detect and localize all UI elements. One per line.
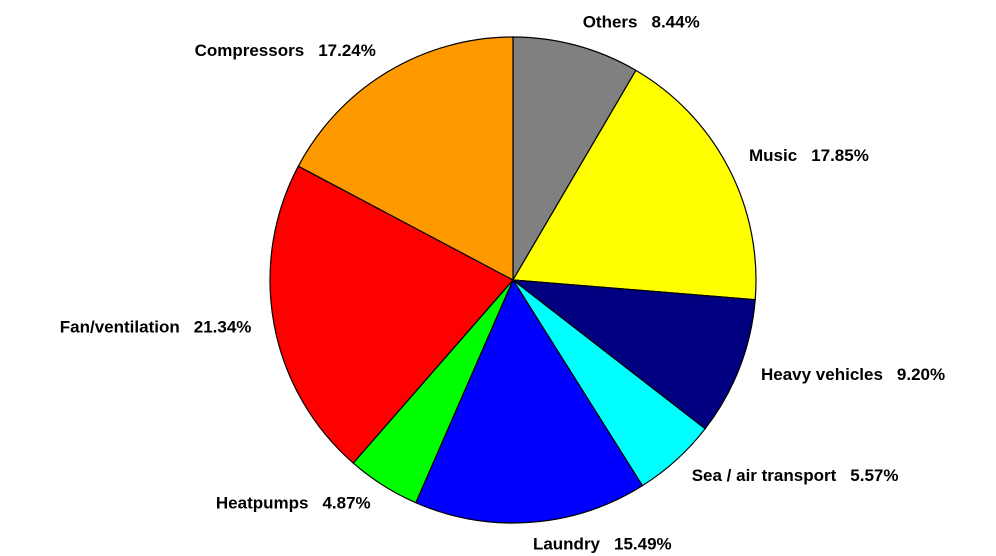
slice-label: Sea / air transport 5.57% — [692, 467, 899, 486]
slice-name: Sea / air transport — [692, 467, 837, 486]
slice-label: Heatpumps 4.87% — [216, 494, 371, 513]
slice-label: Fan/ventilation 21.34% — [60, 318, 252, 337]
slice-label: Laundry 15.49% — [533, 535, 672, 554]
pie-slice — [511, 69, 757, 301]
slice-value: 8.44% — [652, 13, 700, 32]
slice-label: Heavy vehicles 9.20% — [761, 366, 945, 385]
slice-value: 9.20% — [897, 366, 945, 385]
slice-value: 5.57% — [850, 467, 898, 486]
slice-value: 4.87% — [322, 494, 370, 513]
slice-label: Music 17.85% — [749, 147, 869, 166]
slice-name: Others — [583, 13, 638, 32]
slice-value: 17.24% — [318, 42, 376, 61]
slice-label: Compressors 17.24% — [195, 42, 376, 61]
slice-name: Music — [749, 147, 797, 166]
slice-value: 21.34% — [194, 318, 252, 337]
pie-slice — [512, 36, 637, 283]
slice-name: Compressors — [195, 42, 305, 61]
slice-name: Laundry — [533, 535, 601, 554]
pie-slice — [297, 36, 514, 281]
slice-value: 15.49% — [614, 535, 672, 554]
slice-value: 17.85% — [811, 147, 869, 166]
pie-slice — [415, 278, 644, 524]
slice-label: Others 8.44% — [583, 13, 700, 32]
slice-name: Heatpumps — [216, 494, 309, 513]
pie-slice — [511, 279, 756, 430]
slice-name: Heavy vehicles — [761, 366, 883, 385]
slice-name: Fan/ventilation — [60, 318, 180, 337]
pie-slice — [269, 165, 514, 464]
